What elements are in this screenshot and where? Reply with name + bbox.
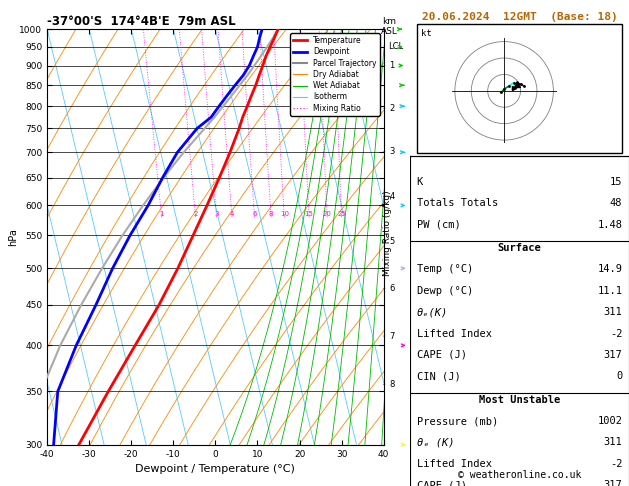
Text: 20: 20 [323,211,331,217]
Text: 317: 317 [604,480,623,486]
Text: LCL: LCL [388,42,403,51]
Text: Lifted Index: Lifted Index [416,329,492,339]
Text: 11.1: 11.1 [598,286,623,296]
Text: 1002: 1002 [598,416,623,426]
Text: 0: 0 [616,371,623,382]
Text: 14.9: 14.9 [598,264,623,275]
Text: ASL: ASL [381,27,398,36]
Text: 20.06.2024  12GMT  (Base: 18): 20.06.2024 12GMT (Base: 18) [421,12,618,22]
Text: 2: 2 [193,211,198,217]
Text: -37°00'S  174°4B'E  79m ASL: -37°00'S 174°4B'E 79m ASL [47,15,236,28]
Text: 1: 1 [159,211,164,217]
Text: 8: 8 [389,380,394,389]
Text: CIN (J): CIN (J) [416,371,460,382]
X-axis label: Dewpoint / Temperature (°C): Dewpoint / Temperature (°C) [135,464,296,474]
Text: Dewp (°C): Dewp (°C) [416,286,473,296]
Text: Pressure (mb): Pressure (mb) [416,416,498,426]
Text: km: km [382,17,396,26]
Text: 317: 317 [604,350,623,360]
Text: 7: 7 [389,331,394,341]
Text: 2: 2 [389,104,394,113]
Text: -2: -2 [610,329,623,339]
Text: © weatheronline.co.uk: © weatheronline.co.uk [458,470,581,480]
Text: 1: 1 [389,61,394,70]
Text: 15: 15 [610,177,623,187]
Text: 1.48: 1.48 [598,220,623,230]
Text: Lifted Index: Lifted Index [416,459,492,469]
Text: 10: 10 [280,211,289,217]
Text: 5: 5 [389,237,394,246]
Text: 4: 4 [230,211,234,217]
Text: 311: 311 [604,307,623,317]
Text: 311: 311 [604,437,623,448]
Text: CAPE (J): CAPE (J) [416,350,467,360]
Bar [416,24,623,153]
Text: 25: 25 [337,211,346,217]
Text: -2: -2 [610,459,623,469]
Text: Surface: Surface [498,243,542,253]
Text: PW (cm): PW (cm) [416,220,460,230]
Text: θₑ (K): θₑ (K) [416,437,454,448]
Text: Totals Totals: Totals Totals [416,198,498,208]
Text: Mixing Ratio (g/kg): Mixing Ratio (g/kg) [383,191,392,276]
Text: 3: 3 [389,147,394,156]
Text: CAPE (J): CAPE (J) [416,480,467,486]
Text: hPa: hPa [9,228,18,246]
Text: 3: 3 [214,211,219,217]
Text: Temp (°C): Temp (°C) [416,264,473,275]
Text: θₑ(K): θₑ(K) [416,307,448,317]
Text: 48: 48 [610,198,623,208]
Text: 4: 4 [389,192,394,201]
Text: 8: 8 [269,211,274,217]
Text: 6: 6 [252,211,257,217]
Text: 6: 6 [389,284,394,293]
Text: K: K [416,177,423,187]
Text: 15: 15 [304,211,313,217]
Text: Most Unstable: Most Unstable [479,395,560,405]
Text: kt: kt [421,29,431,38]
Legend: Temperature, Dewpoint, Parcel Trajectory, Dry Adiabat, Wet Adiabat, Isotherm, Mi: Temperature, Dewpoint, Parcel Trajectory… [291,33,380,116]
